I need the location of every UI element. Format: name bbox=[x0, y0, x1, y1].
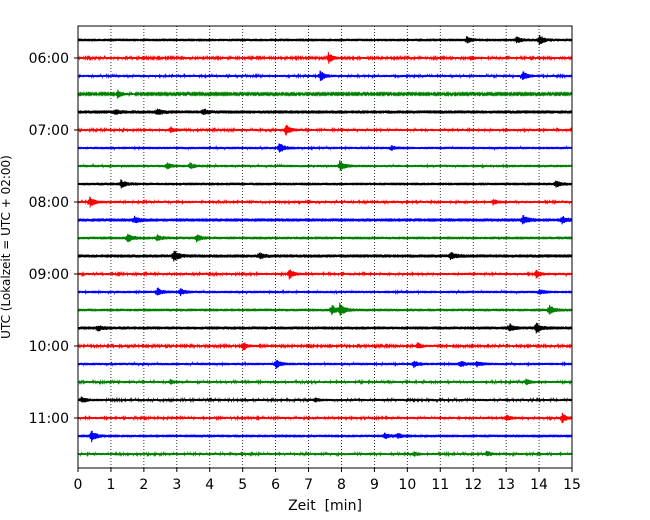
seismic-trace bbox=[77, 269, 573, 280]
x-tick-label: 4 bbox=[205, 477, 214, 493]
seismic-trace bbox=[77, 412, 573, 424]
x-tick-label: 14 bbox=[530, 477, 548, 493]
x-tick-label: 7 bbox=[304, 477, 313, 493]
seismic-trace bbox=[77, 430, 573, 443]
x-axis: 0 1 2 3 4 5 6 7 8 9 10 11 12 13 14 15 bbox=[74, 468, 581, 493]
seismic-trace bbox=[77, 215, 573, 225]
seismic-trace bbox=[77, 322, 573, 334]
x-tick-label: 1 bbox=[106, 477, 115, 493]
x-tick-label: 0 bbox=[74, 477, 83, 493]
x-tick-label: 11 bbox=[431, 477, 449, 493]
seismic-trace bbox=[77, 302, 573, 316]
y-tick-label: 10:00 bbox=[29, 339, 69, 355]
seismic-trace bbox=[77, 196, 573, 208]
x-tick-label: 13 bbox=[497, 477, 515, 493]
plot-frame bbox=[77, 25, 573, 469]
seismic-trace bbox=[77, 34, 573, 46]
y-axis: 06:00 07:00 08:00 09:00 10:00 11:00 bbox=[29, 51, 78, 427]
trace-layer bbox=[77, 34, 573, 458]
seismic-trace bbox=[77, 360, 573, 369]
x-tick-label: 8 bbox=[337, 477, 346, 493]
seismic-trace bbox=[77, 287, 573, 297]
seismic-trace bbox=[77, 450, 573, 458]
seismic-trace bbox=[77, 233, 573, 243]
y-tick-label: 06:00 bbox=[29, 51, 69, 67]
seismic-trace bbox=[77, 89, 573, 99]
y-axis-label: UTC (Lokalzeit = UTC + 02:00) bbox=[0, 155, 13, 339]
seismic-trace bbox=[77, 143, 573, 153]
x-tick-label: 3 bbox=[172, 477, 181, 493]
seismic-trace bbox=[77, 250, 573, 262]
y-tick-label: 11:00 bbox=[29, 411, 69, 427]
x-tick-label: 2 bbox=[139, 477, 148, 493]
seismic-trace bbox=[77, 70, 573, 82]
x-tick-label: 6 bbox=[271, 477, 280, 493]
seismic-trace bbox=[77, 396, 573, 404]
seismic-trace bbox=[77, 342, 573, 351]
seismic-trace bbox=[77, 52, 573, 64]
seismic-trace bbox=[77, 378, 573, 386]
y-tick-label: 07:00 bbox=[29, 123, 69, 139]
x-axis-label: Zeit [min] bbox=[288, 498, 362, 514]
y-tick-label: 09:00 bbox=[29, 267, 69, 283]
x-tick-label: 12 bbox=[464, 477, 482, 493]
x-tick-label: 15 bbox=[563, 477, 581, 493]
x-tick-label: 5 bbox=[238, 477, 247, 493]
x-tick-label: 10 bbox=[398, 477, 416, 493]
y-tick-label: 08:00 bbox=[29, 195, 69, 211]
x-tick-label: 9 bbox=[370, 477, 379, 493]
seismic-trace bbox=[77, 179, 573, 189]
seismic-trace bbox=[77, 124, 573, 136]
seismic-trace bbox=[77, 108, 573, 115]
seismic-trace bbox=[77, 160, 573, 172]
